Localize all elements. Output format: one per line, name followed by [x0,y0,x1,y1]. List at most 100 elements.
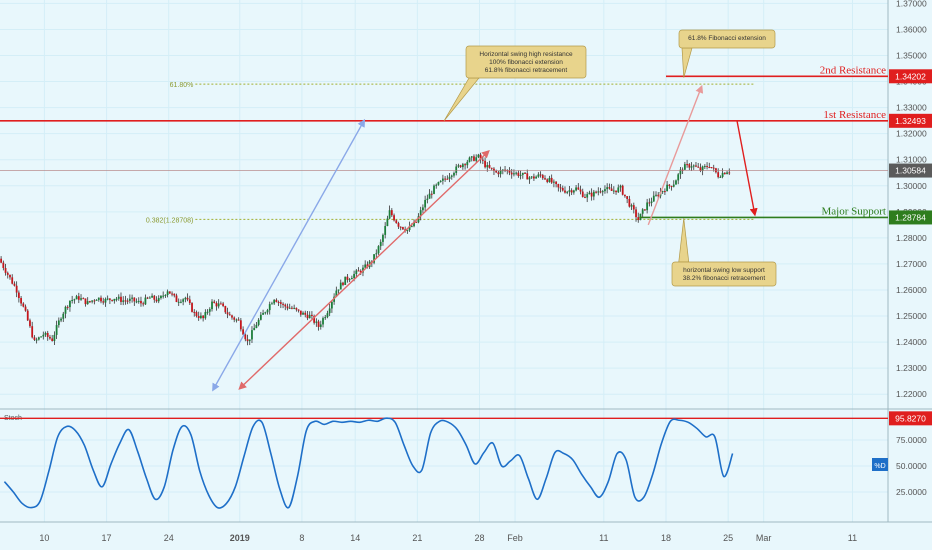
candle-body [237,319,240,321]
level-price-tag-bg [889,69,932,84]
candle-body [284,304,287,307]
candle-body [499,170,502,175]
candle-body [481,159,484,161]
candle-body [686,164,688,166]
candle-body [706,166,708,168]
candle-body [42,334,45,337]
candle-body [355,270,358,274]
candle-body [672,184,675,187]
candle-body [299,310,302,315]
candle-body [517,172,520,176]
candle-body [644,209,646,211]
candle-body [508,170,511,173]
candle-body [84,298,87,305]
candle-body [410,226,413,228]
candle-body [486,165,489,168]
candle-body [22,303,25,307]
candle-body [324,317,327,319]
time-tick-label: 10 [39,533,49,543]
candle-body [670,185,673,187]
candle-body [377,246,380,254]
trend-arrow [736,120,758,217]
candle-body [581,191,584,197]
candle-body [6,272,9,275]
candle-body [677,174,680,181]
candle-body [255,324,258,329]
candle-body [513,173,515,175]
candle-body [195,312,198,317]
level-price-tag: 1.28784 [895,212,926,222]
candle-body [386,218,389,227]
candle-body [497,172,500,175]
callout-text: 61.8% fibonacci retracement [485,67,568,74]
candle-body [200,315,202,318]
candle-body [457,165,460,167]
candle-body [264,312,267,314]
candle-body [302,312,304,315]
time-axis[interactable]: 10 17 24 2019 8 14 21 28 Feb 11 18 25 Mar 11 [39,533,857,543]
level-price-tag: 1.32493 [895,116,926,126]
candle-body [273,299,276,304]
candle-body [231,315,233,318]
candle-body [164,294,167,296]
candle-body [521,172,524,175]
candle-body [342,282,344,285]
candle-body [455,166,458,173]
candle-body [306,314,309,319]
candle-body [49,336,51,339]
time-tick-label: Feb [507,533,523,543]
candle-body [546,179,549,182]
candle-body [504,169,506,171]
candle-body [131,297,133,299]
candle-body [488,165,491,168]
candle-body [13,283,16,286]
candle-body [330,301,333,309]
candle-body [111,299,114,301]
candle-body [390,210,393,216]
candle-body [315,321,318,323]
candle-body [397,223,400,227]
candle-body [524,172,526,174]
candle-body [541,175,544,179]
candle-body [40,336,42,338]
candle-body [717,172,720,178]
candle-body [608,187,611,189]
candle-body [162,295,165,297]
candle-body [588,192,591,195]
candle-body [590,192,593,197]
candle-body [464,164,466,166]
candle-body [148,297,151,299]
price-tick-label: 1.36000 [896,24,927,34]
candle-body [577,187,580,190]
candle-body [180,301,182,303]
candle-body [135,301,138,303]
candle-body [519,174,522,176]
candle-body [357,270,360,272]
candle-body [277,301,280,303]
candle-body [490,167,493,169]
candle-body [259,314,262,320]
candle-body [339,282,342,290]
indicator-tick-label: 75.0000 [896,435,927,445]
price-axis[interactable]: 1.370001.360001.350001.340001.330001.320… [872,0,932,497]
candle-body [29,320,31,327]
candle-body [295,307,298,310]
candle-body [304,312,307,315]
candle-body [46,332,49,337]
time-tick-label: 18 [661,533,671,543]
candle-body [20,298,22,304]
candle-body [688,164,691,168]
candle-body [293,307,296,309]
candle-body [11,277,14,284]
candle-body [652,195,655,202]
candle-body [266,310,269,313]
candle-body [510,172,513,175]
candle-body [71,299,74,301]
candle-body [493,168,495,171]
price-tick-label: 1.24000 [896,337,927,347]
time-tick-label: 2019 [230,533,250,543]
candle-body [37,337,40,340]
candle-body [388,210,391,219]
candle-body [637,217,640,221]
